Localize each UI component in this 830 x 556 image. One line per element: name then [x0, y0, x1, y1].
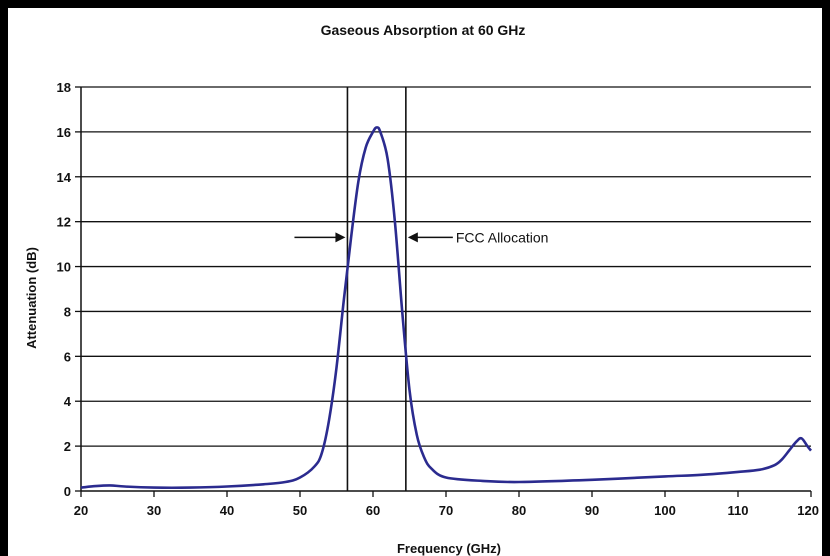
- x-tick-120: 120: [797, 503, 819, 518]
- x-tick-50: 50: [293, 503, 307, 518]
- chart-frame: Gaseous Absorption at 60 GHz 0 2 4 6 8 10 12 14…: [8, 8, 822, 556]
- fcc-allocation-label: FCC Allocation: [456, 229, 549, 245]
- y-tick-12: 12: [57, 215, 71, 230]
- x-tick-labels: 20 30 40 50 60 70 80 90 100 110 120: [74, 503, 819, 518]
- x-tick-60: 60: [366, 503, 380, 518]
- fcc-allocation-lines: [346, 87, 407, 491]
- y-axis-label: Attenuation (dB): [24, 247, 39, 349]
- x-tick-100: 100: [654, 503, 676, 518]
- x-tick-90: 90: [585, 503, 599, 518]
- chart-title: Gaseous Absorption at 60 GHz: [321, 22, 526, 38]
- series-group: [80, 126, 812, 490]
- x-tick-70: 70: [439, 503, 453, 518]
- right-arrow-head: [407, 232, 418, 243]
- x-tick-40: 40: [220, 503, 234, 518]
- x-axis-label: Frequency (GHz): [397, 541, 501, 556]
- y-tick-2: 2: [64, 439, 71, 454]
- x-tick-30: 30: [147, 503, 161, 518]
- y-tick-18: 18: [57, 80, 71, 95]
- grid: [75, 86, 812, 497]
- y-tick-14: 14: [57, 170, 72, 185]
- series-line-1: [80, 126, 812, 490]
- fcc-annotation: FCC Allocation: [294, 229, 548, 245]
- y-tick-0: 0: [64, 484, 71, 499]
- y-tick-labels: 0 2 4 6 8 10 12 14 16 18: [57, 80, 72, 499]
- y-tick-10: 10: [57, 260, 71, 275]
- x-tick-110: 110: [728, 503, 749, 518]
- chart: Gaseous Absorption at 60 GHz 0 2 4 6 8 10 12 14…: [24, 22, 819, 556]
- y-tick-16: 16: [57, 125, 71, 140]
- left-arrow-head: [335, 232, 346, 243]
- x-tick-80: 80: [512, 503, 526, 518]
- y-tick-4: 4: [64, 394, 72, 409]
- x-tick-20: 20: [74, 503, 88, 518]
- y-tick-6: 6: [64, 349, 71, 364]
- y-tick-8: 8: [64, 304, 71, 319]
